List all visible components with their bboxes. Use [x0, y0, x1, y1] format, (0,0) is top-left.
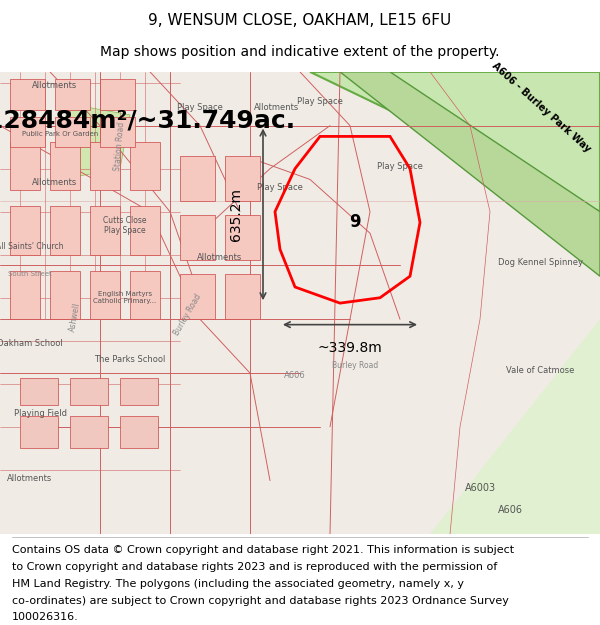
Text: Dog Kennel Spinney: Dog Kennel Spinney [497, 259, 583, 268]
Text: Allotments: Allotments [7, 474, 53, 482]
Text: Vale of Catmose: Vale of Catmose [506, 366, 574, 375]
Text: A606 - Burley Park Way: A606 - Burley Park Way [490, 61, 592, 154]
Text: 9: 9 [349, 214, 361, 231]
Text: Allotments: Allotments [197, 253, 242, 262]
Bar [10, 142, 40, 190]
Bar [20, 378, 58, 405]
Polygon shape [310, 72, 600, 212]
Bar [20, 416, 58, 448]
Bar [90, 271, 120, 319]
Bar [130, 142, 160, 190]
Bar [10, 117, 45, 147]
Text: Burley Road: Burley Road [332, 361, 378, 369]
Text: Play Space: Play Space [177, 102, 223, 111]
Text: Play Space: Play Space [257, 183, 303, 192]
Bar [50, 206, 80, 255]
Bar [10, 271, 40, 319]
Text: Play Space: Play Space [297, 97, 343, 106]
Text: Cutts Close
Play Space: Cutts Close Play Space [103, 216, 147, 235]
Text: Contains OS data © Crown copyright and database right 2021. This information is : Contains OS data © Crown copyright and d… [12, 545, 514, 555]
Text: 100026316.: 100026316. [12, 612, 79, 622]
Text: South Street: South Street [8, 271, 52, 278]
Text: 9, WENSUM CLOSE, OAKHAM, LE15 6FU: 9, WENSUM CLOSE, OAKHAM, LE15 6FU [148, 12, 452, 28]
Bar [90, 206, 120, 255]
Bar [180, 274, 215, 319]
Bar [50, 271, 80, 319]
Text: Allotments: Allotments [32, 81, 77, 90]
Text: Playing Field: Playing Field [14, 409, 67, 418]
Text: The Parks School: The Parks School [94, 355, 166, 364]
Text: ~128484m²/~31.749ac.: ~128484m²/~31.749ac. [0, 108, 295, 132]
Bar [55, 117, 90, 147]
Bar [10, 79, 45, 109]
Bar [180, 156, 215, 201]
Text: Allotments: Allotments [254, 102, 299, 111]
Bar [100, 79, 135, 109]
Bar [225, 156, 260, 201]
Text: Oakham School: Oakham School [0, 339, 63, 348]
Bar [70, 416, 108, 448]
Bar [180, 215, 215, 260]
Text: HM Land Registry. The polygons (including the associated geometry, namely x, y: HM Land Registry. The polygons (includin… [12, 579, 464, 589]
Bar [50, 142, 80, 190]
Text: Allotments: Allotments [32, 177, 77, 187]
Text: Station Road: Station Road [113, 121, 127, 171]
Bar [225, 215, 260, 260]
Text: Ashwell: Ashwell [68, 301, 82, 332]
Bar [90, 142, 120, 190]
Bar [130, 271, 160, 319]
Polygon shape [340, 72, 600, 276]
Text: A6003: A6003 [464, 483, 496, 493]
Text: All Saints' Church: All Saints' Church [0, 242, 64, 251]
Text: A606: A606 [497, 505, 523, 515]
Polygon shape [430, 319, 600, 534]
Polygon shape [55, 104, 130, 179]
Bar [100, 117, 135, 147]
Text: 635.2m: 635.2m [229, 188, 243, 241]
Bar [120, 416, 158, 448]
Text: ~339.8m: ~339.8m [317, 341, 382, 355]
Bar [130, 206, 160, 255]
Text: co-ordinates) are subject to Crown copyright and database rights 2023 Ordnance S: co-ordinates) are subject to Crown copyr… [12, 596, 509, 606]
Text: A606: A606 [284, 371, 306, 381]
Text: to Crown copyright and database rights 2023 and is reproduced with the permissio: to Crown copyright and database rights 2… [12, 562, 497, 572]
Bar [10, 206, 40, 255]
Text: Play Space: Play Space [377, 162, 423, 171]
Bar [55, 79, 90, 109]
Text: Burley Road: Burley Road [173, 293, 203, 338]
Bar [120, 378, 158, 405]
Bar [225, 274, 260, 319]
Text: Public Park Or Garden: Public Park Or Garden [22, 131, 98, 138]
Text: Map shows position and indicative extent of the property.: Map shows position and indicative extent… [100, 45, 500, 59]
Text: English Martyrs
Catholic Primary...: English Martyrs Catholic Primary... [94, 291, 157, 304]
Bar [70, 378, 108, 405]
